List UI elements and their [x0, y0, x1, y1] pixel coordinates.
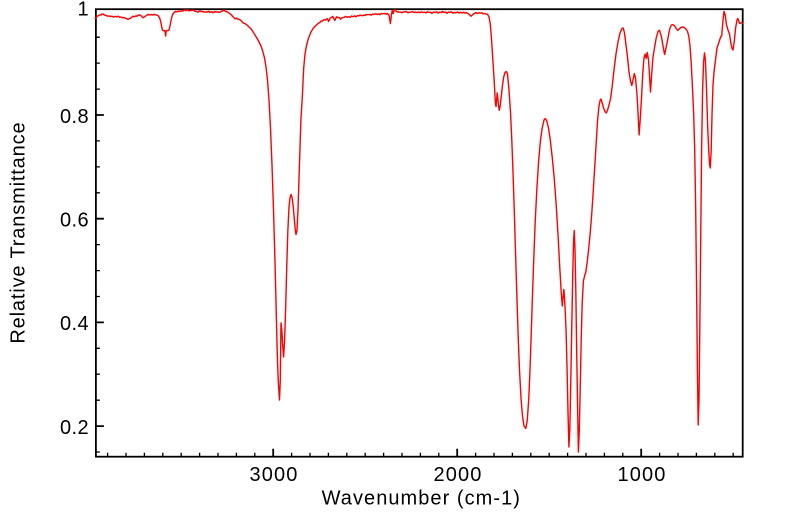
svg-text:3000: 3000: [250, 464, 299, 486]
svg-text:0.6: 0.6: [60, 210, 89, 232]
svg-text:0.2: 0.2: [60, 417, 89, 439]
svg-text:1: 1: [77, 0, 89, 21]
svg-text:1000: 1000: [618, 464, 667, 486]
svg-text:0.4: 0.4: [60, 313, 89, 335]
svg-text:0.8: 0.8: [60, 106, 89, 128]
svg-text:2000: 2000: [434, 464, 483, 486]
svg-text:Wavenumber (cm-1): Wavenumber (cm-1): [322, 488, 521, 510]
svg-text:Relative Transmittance: Relative Transmittance: [8, 122, 30, 344]
